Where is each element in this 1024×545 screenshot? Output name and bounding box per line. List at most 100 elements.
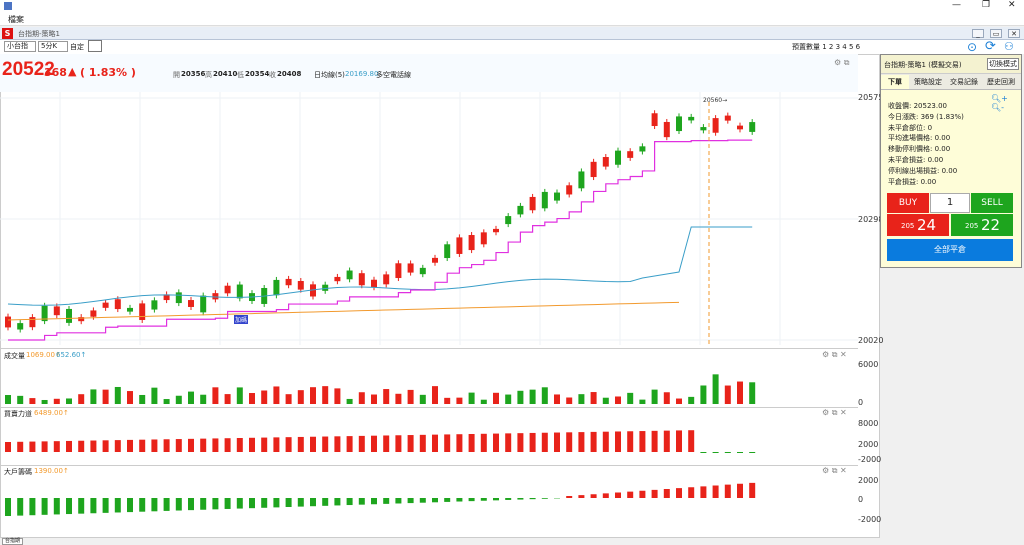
info-line: 收盤價: 20523.00 (888, 101, 1018, 112)
strategy-logo-icon: S (2, 28, 13, 39)
symbol-select[interactable]: 小台指 (4, 41, 36, 52)
volume-bar-up (310, 387, 316, 404)
buy-button[interactable]: BUY (887, 193, 929, 213)
volume-bar-down (688, 397, 694, 404)
tab-trade-log[interactable]: 交易記錄 (947, 75, 981, 89)
candle-down (322, 285, 328, 291)
candle-down (127, 308, 133, 312)
bigplayer-bar-down (298, 498, 304, 507)
display-count-selector[interactable]: 預置數量 1 2 3 4 5 6 (792, 42, 860, 52)
close-icon[interactable]: ✕ (1008, 0, 1016, 10)
custom-label: 自定 (70, 42, 84, 52)
candle-down (578, 171, 584, 188)
tab-strategy-settings[interactable]: 策略設定 (911, 75, 945, 89)
volume-value-2: 652.60↑ (56, 351, 86, 359)
minimize-icon[interactable]: — (952, 0, 961, 10)
bid-price-box[interactable]: 205 24 (887, 214, 949, 236)
candle-up (5, 317, 11, 328)
candle-up (225, 286, 231, 294)
chart-settings-icon[interactable]: ⚙ ⧉ (834, 58, 849, 68)
volume-bar-down (151, 388, 157, 404)
power-bar-up (261, 438, 267, 452)
candle-up (530, 197, 536, 210)
power-axis-top: 8000 (858, 419, 878, 428)
volume-bar-up (273, 386, 279, 404)
power-bar-up (334, 436, 340, 452)
power-bar-up (322, 437, 328, 452)
power-bar-up (664, 431, 670, 452)
candle-up (334, 277, 340, 281)
period-select[interactable]: 5分K (38, 41, 68, 52)
inner-window-title: 台指期-策略1 (18, 29, 60, 39)
volume-bar-up (383, 389, 389, 404)
switch-mode-button[interactable]: 切換模式 (987, 58, 1019, 70)
candle-up (713, 118, 719, 133)
ask-prefix: 205 (965, 222, 978, 230)
sell-button[interactable]: SELL (971, 193, 1013, 213)
power-bar-up (310, 437, 316, 452)
inner-minimize-icon[interactable]: _ (972, 29, 984, 38)
refresh-icon[interactable]: ⟳ (985, 39, 996, 54)
tab-backtest[interactable]: 歷史回測 (983, 75, 1019, 89)
volume-bar-up (408, 390, 414, 404)
power-bar-up (29, 442, 35, 452)
power-bar-up (493, 434, 499, 452)
candle-up (493, 229, 499, 232)
volume-bar-up (444, 398, 450, 404)
power-bar-up (115, 440, 121, 452)
inner-restore-icon[interactable]: ▭ (990, 29, 1002, 38)
custom-input[interactable] (88, 40, 102, 52)
menu-file[interactable]: 檔案 (8, 14, 24, 25)
candle-down (444, 244, 450, 258)
open-label: 開 (173, 70, 180, 80)
candle-up (286, 279, 292, 285)
power-bar-up (225, 438, 231, 452)
inner-close-icon[interactable]: ✕ (1008, 29, 1020, 38)
ask-suffix: 22 (981, 216, 1000, 234)
bigplayer-bar-down (310, 498, 316, 506)
power-pane-tools-icon[interactable]: ⚙ ⧉ ✕ (822, 408, 847, 418)
candle-up (664, 122, 670, 137)
broadcast-icon[interactable]: ⊙ (967, 40, 977, 54)
volume-bar-down (481, 400, 487, 404)
power-bar-up (66, 441, 72, 452)
bigplayer-bar-up (627, 492, 633, 498)
bigplayer-bar-down (42, 498, 48, 515)
candle-up (139, 303, 145, 320)
candle-down (66, 309, 72, 323)
candle-down (676, 116, 682, 131)
ask-price-box[interactable]: 205 22 (951, 214, 1013, 236)
volume-pane-tools-icon[interactable]: ⚙ ⧉ ✕ (822, 350, 847, 360)
app-icon (4, 2, 12, 10)
bigplayer-bar-down (444, 498, 450, 502)
close-all-button[interactable]: 全部平倉 (887, 239, 1013, 261)
volume-bar-down (237, 387, 243, 404)
up-arrow-icon: ▲ (68, 65, 76, 78)
quantity-input[interactable]: 1 (930, 193, 970, 213)
volume-bar-up (554, 394, 560, 404)
candle-up (188, 300, 194, 307)
candle-down (700, 127, 706, 130)
candle-down (273, 280, 279, 295)
open-value: 20356 (181, 70, 205, 78)
restore-icon[interactable]: ❐ (982, 0, 990, 10)
power-bar-up (371, 436, 377, 452)
candle-up (652, 113, 658, 126)
power-bar-down (749, 452, 755, 453)
power-value-1: 6489.00↑ (34, 409, 69, 417)
volume-bar-down (578, 394, 584, 404)
bigplayer-pane-tools-icon[interactable]: ⚙ ⧉ ✕ (822, 466, 847, 476)
tab-order[interactable]: 下單 (881, 75, 909, 89)
user-settings-icon[interactable]: ⚇ (1004, 40, 1014, 53)
bigplayer-bar-down (469, 498, 475, 501)
power-bar-up (603, 432, 609, 452)
volume-bar-up (286, 394, 292, 404)
candle-up (395, 263, 401, 278)
bid-suffix: 24 (917, 216, 936, 234)
power-bar-down (737, 452, 743, 453)
trading-panel: 台指期-策略1 (模擬交易) 切換模式 下單 策略設定 交易記錄 歷史回測 🔍︎… (880, 54, 1022, 268)
bigplayer-bar-down (517, 498, 523, 500)
price-chart (0, 92, 880, 345)
bigplayer-bar-down (78, 498, 84, 514)
info-line: 移動停利價格: 0.00 (888, 144, 1018, 155)
